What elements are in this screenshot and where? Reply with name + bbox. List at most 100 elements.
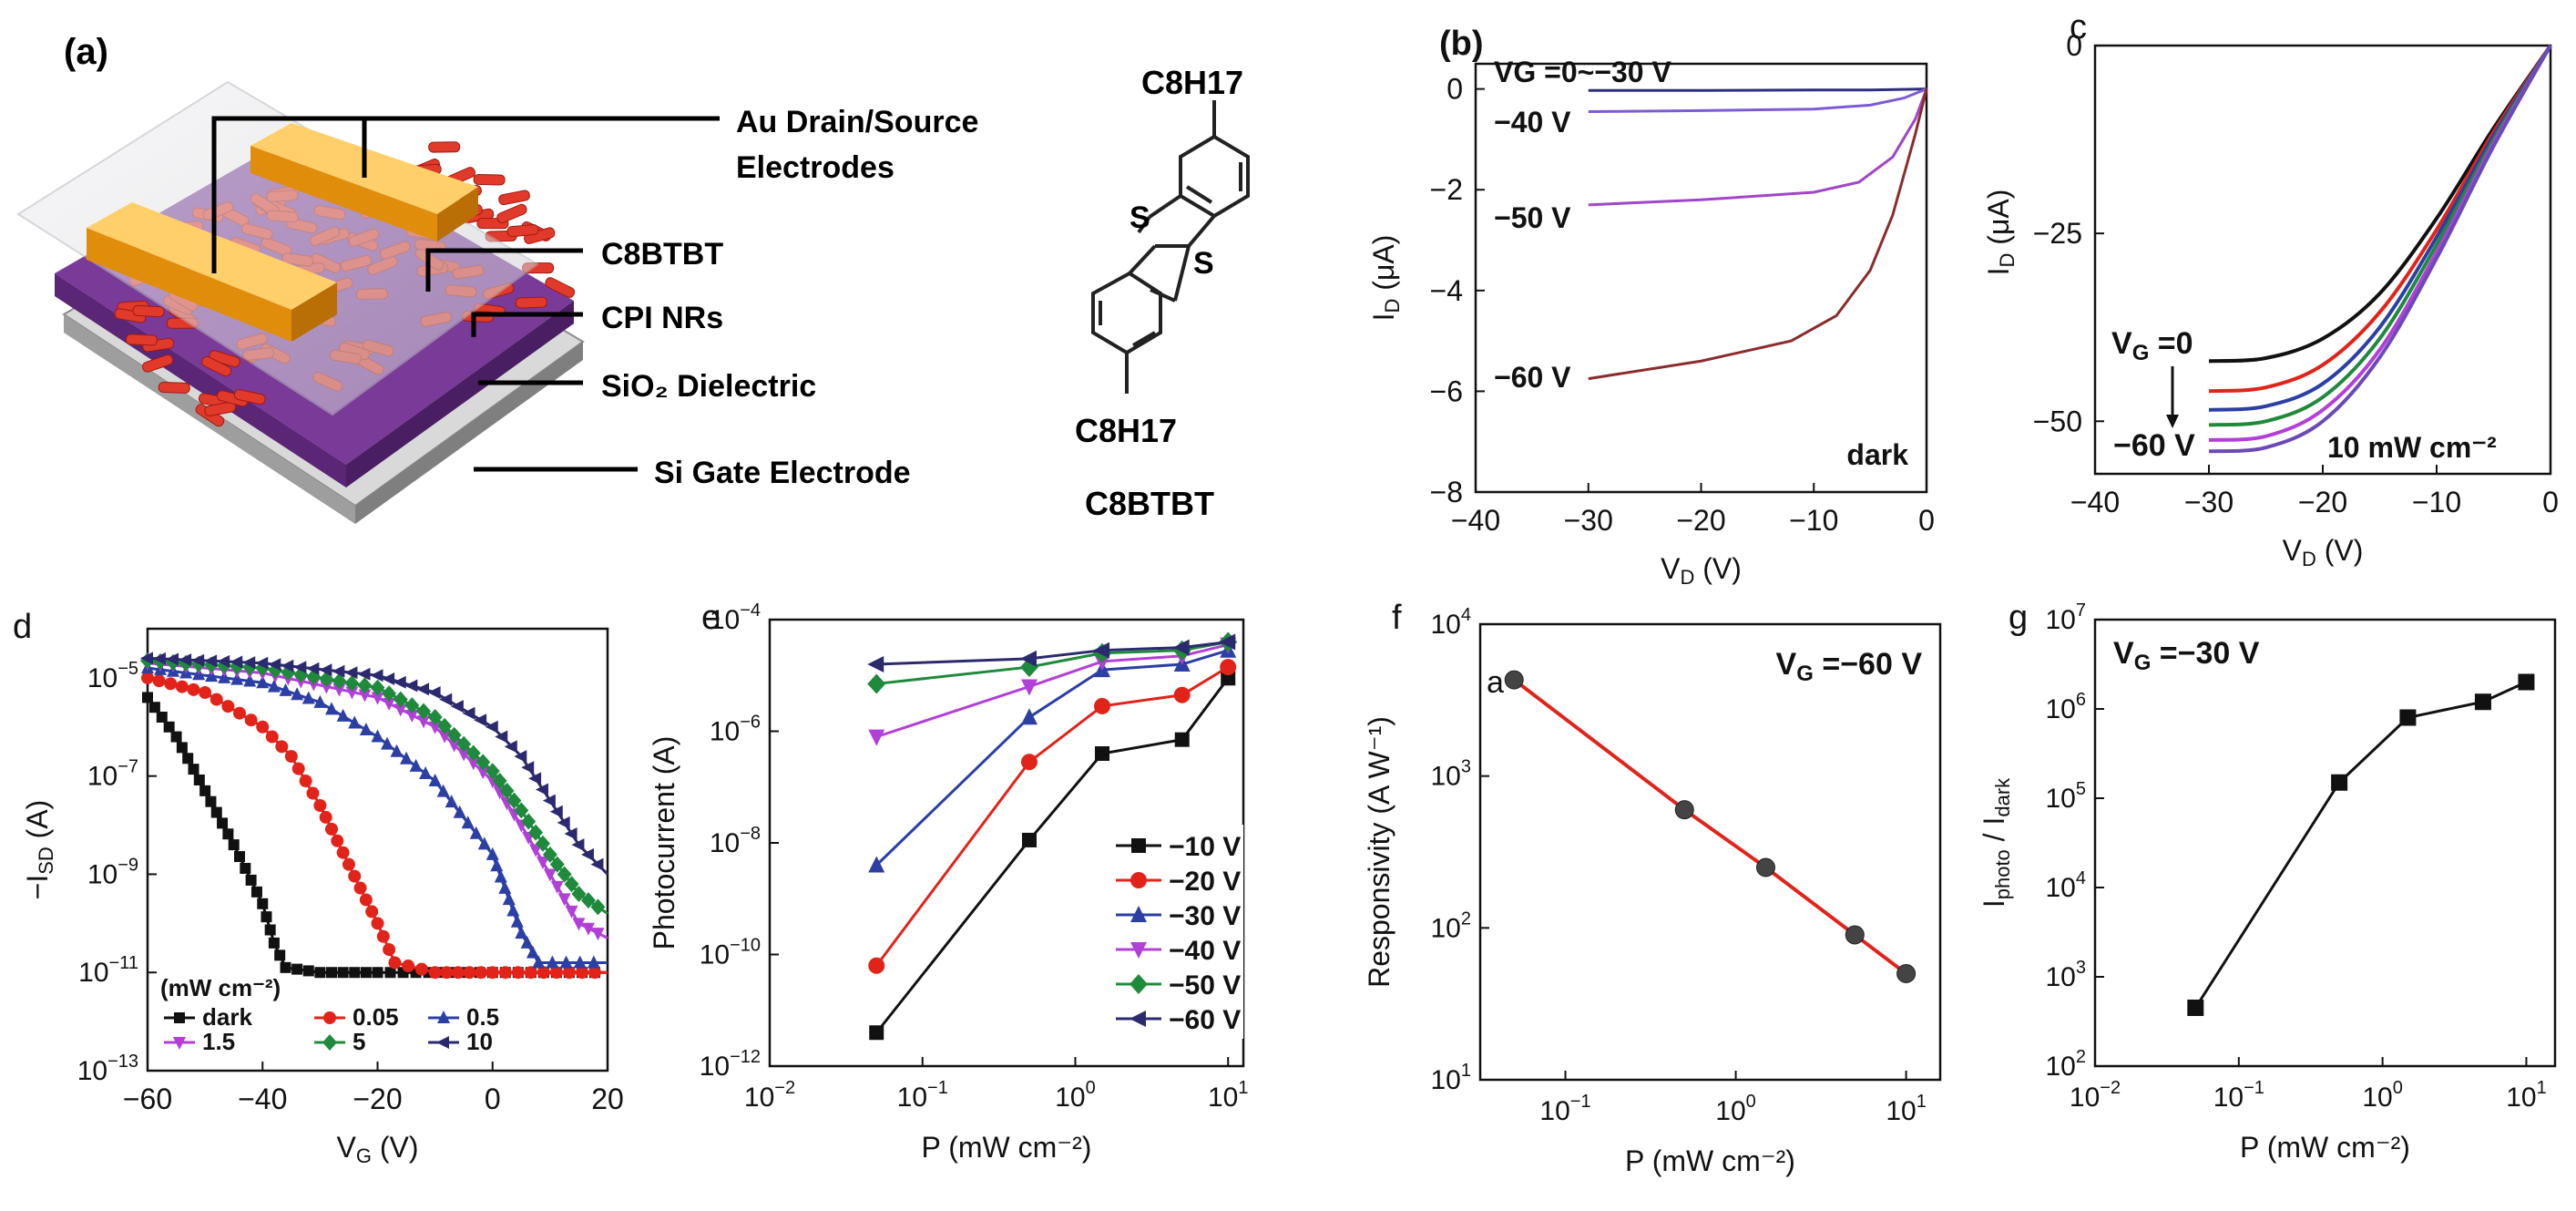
annotation-dark: dark	[1846, 438, 1908, 471]
data-point	[868, 957, 885, 974]
data-point	[152, 674, 166, 688]
data-point	[456, 735, 472, 753]
data-point	[526, 945, 539, 959]
data-point	[462, 706, 475, 720]
data-point	[332, 683, 346, 697]
data-point	[267, 679, 281, 693]
x-tick-label: 0	[2542, 486, 2559, 518]
data-point	[486, 966, 499, 980]
data-point	[265, 730, 279, 744]
y-tick-label: −8	[1430, 476, 1463, 508]
data-point	[590, 898, 606, 916]
data-point	[228, 839, 240, 851]
data-point	[319, 663, 332, 677]
data-point	[502, 892, 516, 906]
data-point	[326, 967, 337, 979]
series-line	[1588, 88, 1928, 381]
si-gate-side	[355, 342, 583, 524]
legend-label: 0.05	[353, 1003, 399, 1031]
data-point	[1504, 670, 1524, 690]
data-point	[437, 1011, 450, 1023]
y-tick-label: 104	[2046, 868, 2087, 903]
x-tick-label: 10−2	[744, 1078, 795, 1113]
data-point	[331, 834, 344, 847]
y-tick-label: 103	[1431, 757, 1472, 792]
data-point	[1130, 1011, 1146, 1027]
data-point	[477, 836, 491, 850]
cpi-nanorod	[515, 296, 547, 309]
data-point	[217, 654, 230, 668]
data-point	[332, 664, 345, 678]
legend-label: 0.5	[466, 1003, 499, 1031]
data-point	[439, 693, 453, 706]
data-point	[590, 857, 604, 871]
data-point	[499, 782, 515, 799]
data-point	[428, 774, 442, 787]
series-label: −40 V	[1494, 106, 1571, 139]
data-point	[1095, 746, 1110, 761]
x-tick-label: −20	[2298, 486, 2347, 518]
data-point	[393, 675, 406, 689]
data-point	[320, 681, 333, 694]
plot-frame	[2093, 618, 2557, 1068]
x-tick-label: 10−2	[2070, 1078, 2121, 1113]
data-point	[217, 817, 229, 829]
data-point	[485, 720, 498, 734]
data-point	[383, 943, 396, 957]
x-axis-label: P (mW cm⁻²)	[922, 1131, 1092, 1164]
panel-a-label: (a)	[64, 32, 108, 72]
data-point	[428, 966, 442, 980]
data-point	[521, 813, 537, 830]
data-point	[193, 774, 205, 785]
x-tick-label: −30	[2184, 486, 2234, 518]
data-point	[230, 655, 243, 669]
data-point	[382, 685, 397, 703]
data-point	[580, 892, 596, 909]
x-axis-label: P (mW cm⁻²)	[1625, 1144, 1795, 1177]
data-point	[322, 1034, 337, 1051]
data-point	[506, 792, 522, 809]
data-point	[370, 669, 383, 682]
data-point	[359, 893, 373, 907]
cpi-nanorod	[125, 334, 158, 346]
x-tick-label: −10	[2412, 486, 2461, 518]
legend-label: 1.5	[202, 1028, 235, 1055]
x-tick-label: 0	[485, 1083, 501, 1115]
data-point	[451, 966, 465, 980]
data-point	[409, 758, 423, 772]
data-point	[572, 918, 586, 931]
data-point	[528, 824, 544, 841]
y-tick-label: 10−11	[78, 953, 138, 988]
legend-label: −30 V	[1169, 901, 1241, 931]
panel-d-label: d	[13, 608, 32, 646]
data-point	[465, 744, 481, 762]
data-point	[1130, 906, 1147, 922]
data-point	[498, 880, 512, 894]
legend-label: −10 V	[1169, 832, 1241, 862]
data-point	[170, 731, 182, 743]
chart-g: 10−2 10−1 100 101 107 106 105 104 103 102 g P (mW c…	[1978, 599, 2557, 1164]
data-point	[188, 764, 199, 775]
legend-label: 10	[466, 1028, 493, 1055]
data-point	[268, 658, 281, 672]
data-point	[549, 856, 565, 873]
data-point	[1130, 974, 1148, 994]
data-point	[353, 881, 367, 895]
y-tick-label: 10−10	[700, 936, 761, 970]
data-point	[243, 673, 257, 687]
panel-b-label: (b)	[1439, 25, 1484, 63]
data-point	[427, 686, 441, 700]
data-point	[587, 955, 600, 969]
data-point	[524, 966, 537, 980]
callout-au-line1: Au Drain/Source	[736, 105, 978, 139]
y-tick-label: 103	[2046, 958, 2087, 992]
data-point	[199, 785, 211, 796]
cpi-nanorod	[158, 382, 190, 394]
data-point	[1130, 942, 1147, 959]
data-point	[336, 846, 350, 859]
data-point	[537, 966, 550, 980]
data-point	[371, 692, 384, 705]
data-point	[175, 680, 189, 693]
data-point	[393, 691, 408, 708]
data-point	[542, 794, 556, 807]
